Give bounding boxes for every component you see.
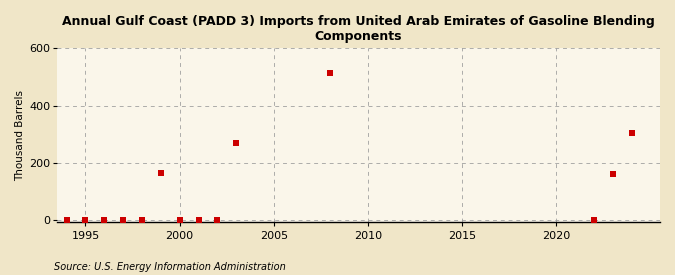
Y-axis label: Thousand Barrels: Thousand Barrels bbox=[15, 90, 25, 181]
Point bbox=[174, 218, 185, 222]
Title: Annual Gulf Coast (PADD 3) Imports from United Arab Emirates of Gasoline Blendin: Annual Gulf Coast (PADD 3) Imports from … bbox=[62, 15, 655, 43]
Point bbox=[155, 171, 166, 176]
Point bbox=[608, 172, 618, 177]
Point bbox=[136, 218, 147, 222]
Point bbox=[61, 218, 72, 222]
Text: Source: U.S. Energy Information Administration: Source: U.S. Energy Information Administ… bbox=[54, 262, 286, 272]
Point bbox=[212, 218, 223, 222]
Point bbox=[325, 71, 335, 75]
Point bbox=[80, 218, 91, 222]
Point bbox=[589, 218, 599, 222]
Point bbox=[231, 141, 242, 145]
Point bbox=[193, 218, 204, 222]
Point bbox=[626, 130, 637, 135]
Point bbox=[117, 218, 128, 222]
Point bbox=[99, 218, 110, 222]
